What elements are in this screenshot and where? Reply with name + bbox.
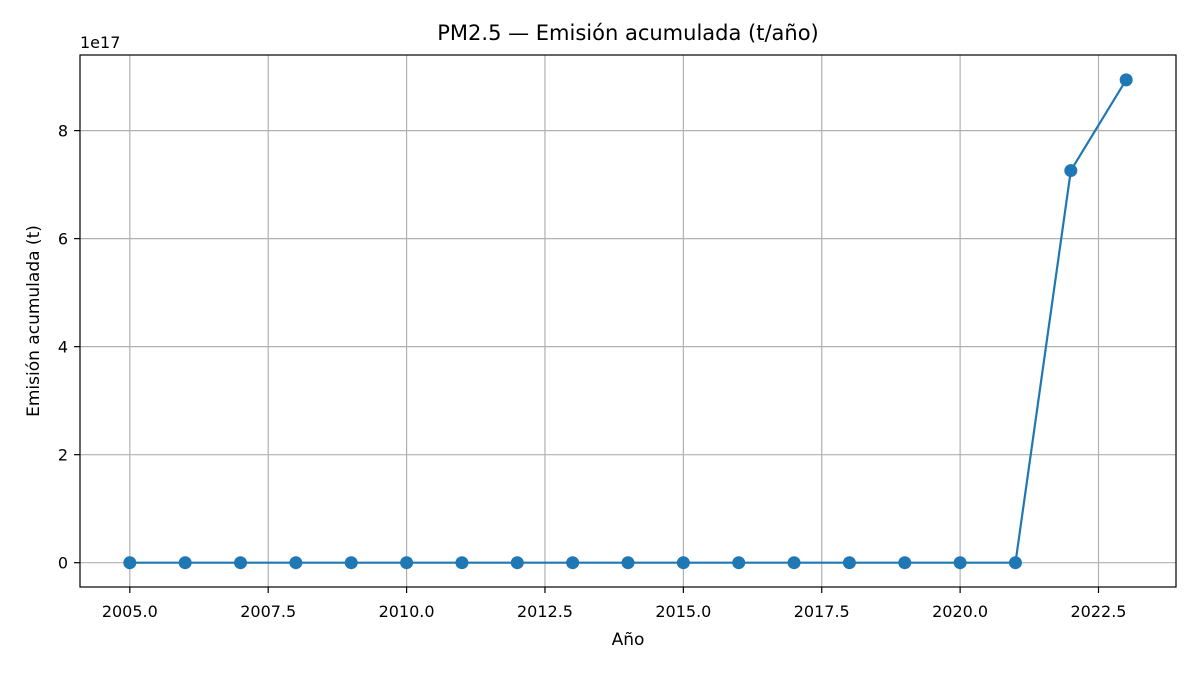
data-point xyxy=(676,556,690,570)
y-offset-label: 1e17 xyxy=(80,33,120,52)
data-point xyxy=(289,556,303,570)
data-point xyxy=(344,556,358,570)
data-point xyxy=(787,556,801,570)
data-point xyxy=(400,556,414,570)
x-tick-label: 2017.5 xyxy=(794,602,850,621)
x-axis: 2005.0 2007.5 2010.0 2012.5 2015.0 2017.5 2020… xyxy=(102,587,1127,621)
y-tick-label: 4 xyxy=(58,338,68,357)
data-point xyxy=(1064,164,1078,178)
data-point xyxy=(842,556,856,570)
data-point xyxy=(123,556,137,570)
x-tick-label: 2005.0 xyxy=(102,602,158,621)
data-point xyxy=(1008,556,1022,570)
data-point xyxy=(455,556,469,570)
x-tick-label: 2010.0 xyxy=(379,602,435,621)
grid xyxy=(80,55,1176,587)
y-tick-label: 8 xyxy=(58,122,68,141)
y-tick-label: 0 xyxy=(58,554,68,573)
y-axis: 0 2 4 6 8 xyxy=(58,122,80,573)
data-point xyxy=(566,556,580,570)
series-line xyxy=(129,79,1128,564)
data-point xyxy=(621,556,635,570)
y-axis-label: Emisión acumulada (t) xyxy=(24,225,44,417)
plot-frame xyxy=(79,54,1177,588)
x-tick-label: 2020.0 xyxy=(932,602,988,621)
data-point xyxy=(234,556,248,570)
x-tick-label: 2015.0 xyxy=(655,602,711,621)
data-point xyxy=(898,556,912,570)
data-point xyxy=(732,556,746,570)
data-point xyxy=(953,556,967,570)
x-tick-label: 2012.5 xyxy=(517,602,573,621)
x-axis-label: Año xyxy=(612,630,645,650)
x-tick-label: 2007.5 xyxy=(240,602,296,621)
data-point xyxy=(510,556,524,570)
data-point xyxy=(1119,73,1133,87)
x-tick-label: 2022.5 xyxy=(1071,602,1127,621)
series-layer xyxy=(123,73,1133,570)
chart-title: PM2.5 — Emisión acumulada (t/año) xyxy=(437,21,819,45)
y-tick-label: 6 xyxy=(58,230,68,249)
y-tick-label: 2 xyxy=(58,446,68,465)
data-point xyxy=(178,556,192,570)
